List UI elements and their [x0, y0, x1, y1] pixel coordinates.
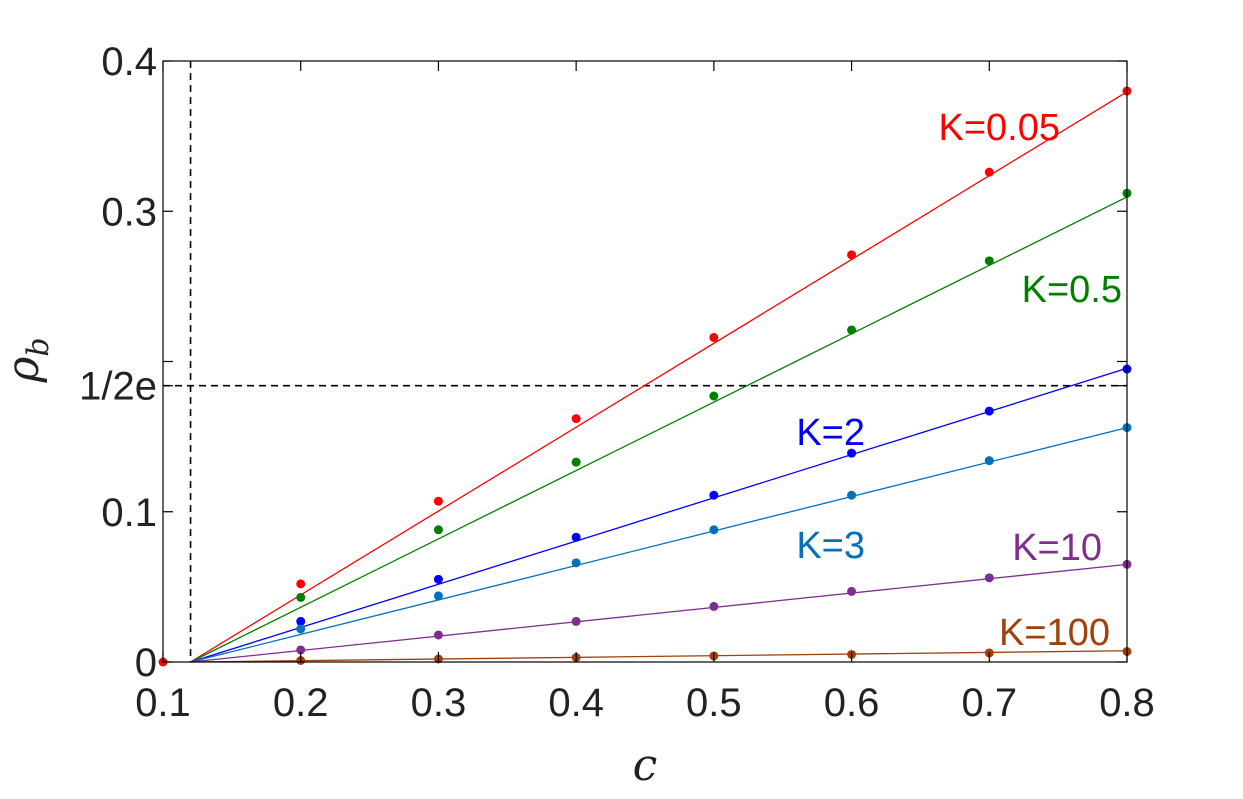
fit-line-k-10 — [190, 563, 1128, 663]
point-k-3-4 — [847, 490, 857, 500]
point-k-3-3 — [709, 525, 719, 535]
point-k-0-5-5 — [984, 256, 994, 266]
y-axis-label: ρb — [0, 337, 56, 383]
point-k-0-05-0 — [296, 579, 306, 589]
point-k-0-5-0 — [296, 592, 306, 602]
fit-line-k-2 — [190, 367, 1128, 663]
point-k-3-2 — [571, 558, 581, 568]
x-tick-label-2: 0.3 — [411, 681, 467, 725]
point-k-2-2 — [571, 532, 581, 542]
point-k-2-1 — [433, 574, 443, 584]
x-tick-label-0: 0.1 — [135, 681, 191, 725]
fit-line-k-0-5 — [190, 196, 1128, 663]
point-k-10-5 — [984, 573, 994, 583]
y-tick-label-1: 0.1 — [101, 491, 157, 535]
point-k-10-0 — [296, 645, 306, 655]
series-label-k-0-5: K=0.5 — [1022, 269, 1122, 311]
y-tick-label-3: 0.3 — [101, 190, 157, 234]
point-k-0-5-3 — [709, 391, 719, 401]
fit-line-k-100 — [190, 650, 1128, 663]
point-k-3-5 — [984, 456, 994, 466]
data-points — [158, 86, 1132, 667]
series-label-k-100: K=100 — [999, 612, 1110, 654]
point-k-0-05-2 — [571, 414, 581, 424]
x-tick-label-4: 0.5 — [686, 681, 742, 725]
y-tick-label-4: 0.4 — [101, 40, 157, 84]
fit-line-k-0-05 — [190, 91, 1128, 663]
point-k-0-5-4 — [847, 325, 857, 335]
point-k-0-5-1 — [433, 525, 443, 535]
point-k-0-05-3 — [709, 332, 719, 342]
x-tick-label-5: 0.6 — [824, 681, 880, 725]
point-k-10-3 — [709, 601, 719, 611]
fit-lines — [190, 91, 1128, 663]
point-k-2-4 — [847, 448, 857, 458]
series-labels: K=0.05 K=0.5 K=2 K=3 K=10 K=100 — [796, 107, 1122, 654]
series-label-k-3: K=3 — [796, 525, 865, 567]
y-tick-label-0: 0 — [135, 641, 157, 685]
point-k-3-0 — [296, 624, 306, 634]
point-k-2-3 — [709, 490, 719, 500]
point-k-0-05-5 — [984, 167, 994, 177]
point-k-10-2 — [571, 616, 581, 626]
x-tick-label-3: 0.4 — [548, 681, 604, 725]
reference-lines — [163, 61, 1127, 662]
point-k-0-05-1 — [433, 496, 443, 506]
point-k-0-05-4 — [847, 250, 857, 260]
x-tick-label-7: 0.8 — [1099, 681, 1155, 725]
plot-frame — [162, 60, 1128, 663]
fit-line-k-3 — [190, 426, 1128, 663]
series-label-k-10: K=10 — [1012, 527, 1102, 569]
point-k-2-5 — [984, 406, 994, 416]
x-tick-label-1: 0.2 — [273, 681, 329, 725]
point-k-10-1 — [433, 630, 443, 640]
y-tick-label-2: 1/2e — [79, 365, 157, 409]
point-k-10-4 — [847, 586, 857, 596]
x-tick-label-6: 0.7 — [961, 681, 1017, 725]
point-k-3-1 — [433, 591, 443, 601]
series-label-k-0-05: K=0.05 — [939, 107, 1061, 149]
point-k-0-5-2 — [571, 457, 581, 467]
point-k-2-0 — [296, 616, 306, 626]
tick-labels: 0.1 0.2 0.3 0.4 0.5 0.6 0.7 0.800.11/2e0.30.4 — [79, 40, 1155, 725]
series-label-k-2: K=2 — [796, 412, 865, 454]
x-axis-label: c — [633, 740, 658, 791]
axis-ticks — [162, 60, 1128, 663]
